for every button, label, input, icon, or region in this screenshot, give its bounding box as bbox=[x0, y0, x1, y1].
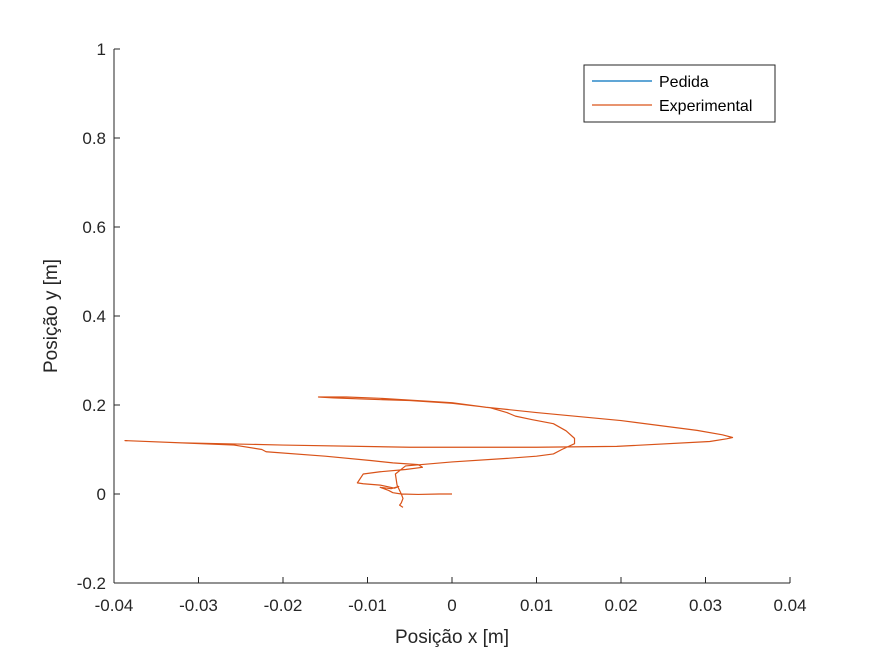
y-tick-label: 0.8 bbox=[82, 129, 106, 148]
y-tick-label: 0 bbox=[97, 485, 106, 504]
x-tick-label: -0.04 bbox=[95, 596, 134, 615]
legend-box bbox=[583, 64, 776, 123]
legend-entry-pedida: Pedida bbox=[659, 74, 709, 91]
legend: Pedida Experimental bbox=[583, 64, 776, 123]
x-tick-label: 0.04 bbox=[773, 596, 806, 615]
plot-area: -0.04 -0.03 -0.02 -0.01 0 0.01 0.02 0.03 0.04 -0.… bbox=[77, 40, 807, 615]
y-tick-label: 0.4 bbox=[82, 307, 106, 326]
y-tick-label: 0.2 bbox=[82, 396, 106, 415]
x-tick-label: 0.03 bbox=[689, 596, 722, 615]
y-tick-label: 0.6 bbox=[82, 218, 106, 237]
x-axis-label: Posição x [m] bbox=[395, 627, 509, 648]
x-tick-label: -0.03 bbox=[179, 596, 218, 615]
x-tick-label: -0.02 bbox=[264, 596, 303, 615]
x-tick-label: 0.01 bbox=[520, 596, 553, 615]
x-tick-label: -0.01 bbox=[348, 596, 387, 615]
y-tick-label: 1 bbox=[97, 40, 106, 59]
x-tick-label: 0 bbox=[447, 596, 456, 615]
legend-entry-experimental: Experimental bbox=[659, 98, 752, 115]
series-layer bbox=[124, 396, 734, 508]
series-line-experimental bbox=[124, 396, 734, 508]
y-tick-label: -0.2 bbox=[77, 574, 106, 593]
x-tick-label: 0.02 bbox=[604, 596, 637, 615]
y-axis-label: Posição y [m] bbox=[41, 259, 62, 373]
axes-layer: -0.04 -0.03 -0.02 -0.01 0 0.01 0.02 0.03 0.04 -0.… bbox=[77, 40, 807, 615]
